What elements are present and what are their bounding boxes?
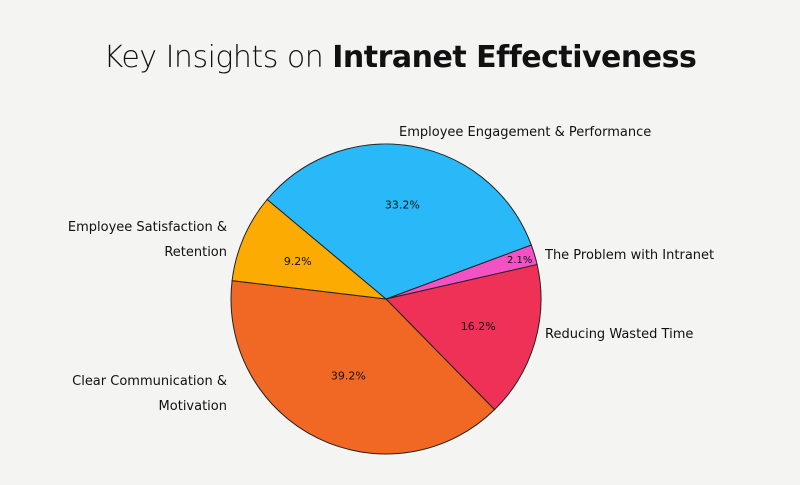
pie-slice: [230, 280, 496, 455]
chart-title: Key Insights on Intranet Effectiveness: [0, 40, 800, 75]
legend-label-satisfaction: Employee Satisfaction & Retention: [67, 220, 227, 260]
slice-percent-label: 16.2%: [461, 320, 496, 333]
pie-slice: [231, 198, 388, 300]
title-prefix: Key Insights on: [103, 40, 333, 75]
slice-percent-label: 33.2%: [385, 198, 420, 211]
legend-label-communication: Clear Communication & Motivation: [72, 374, 227, 414]
slice-percent-label: 9.2%: [284, 255, 312, 268]
pie-slice: [266, 143, 532, 300]
slice-percent-label: 2.1%: [507, 255, 532, 266]
legend-label-wasted-time: Reducing Wasted Time: [545, 327, 694, 342]
title-bold: Intranet Effectiveness: [332, 40, 697, 75]
legend-label-engagement: Employee Engagement & Performance: [399, 125, 652, 140]
pie-slice: [385, 263, 542, 411]
legend-label-problem: The Problem with Intranet: [545, 248, 715, 263]
slice-percent-label: 39.2%: [331, 370, 366, 383]
